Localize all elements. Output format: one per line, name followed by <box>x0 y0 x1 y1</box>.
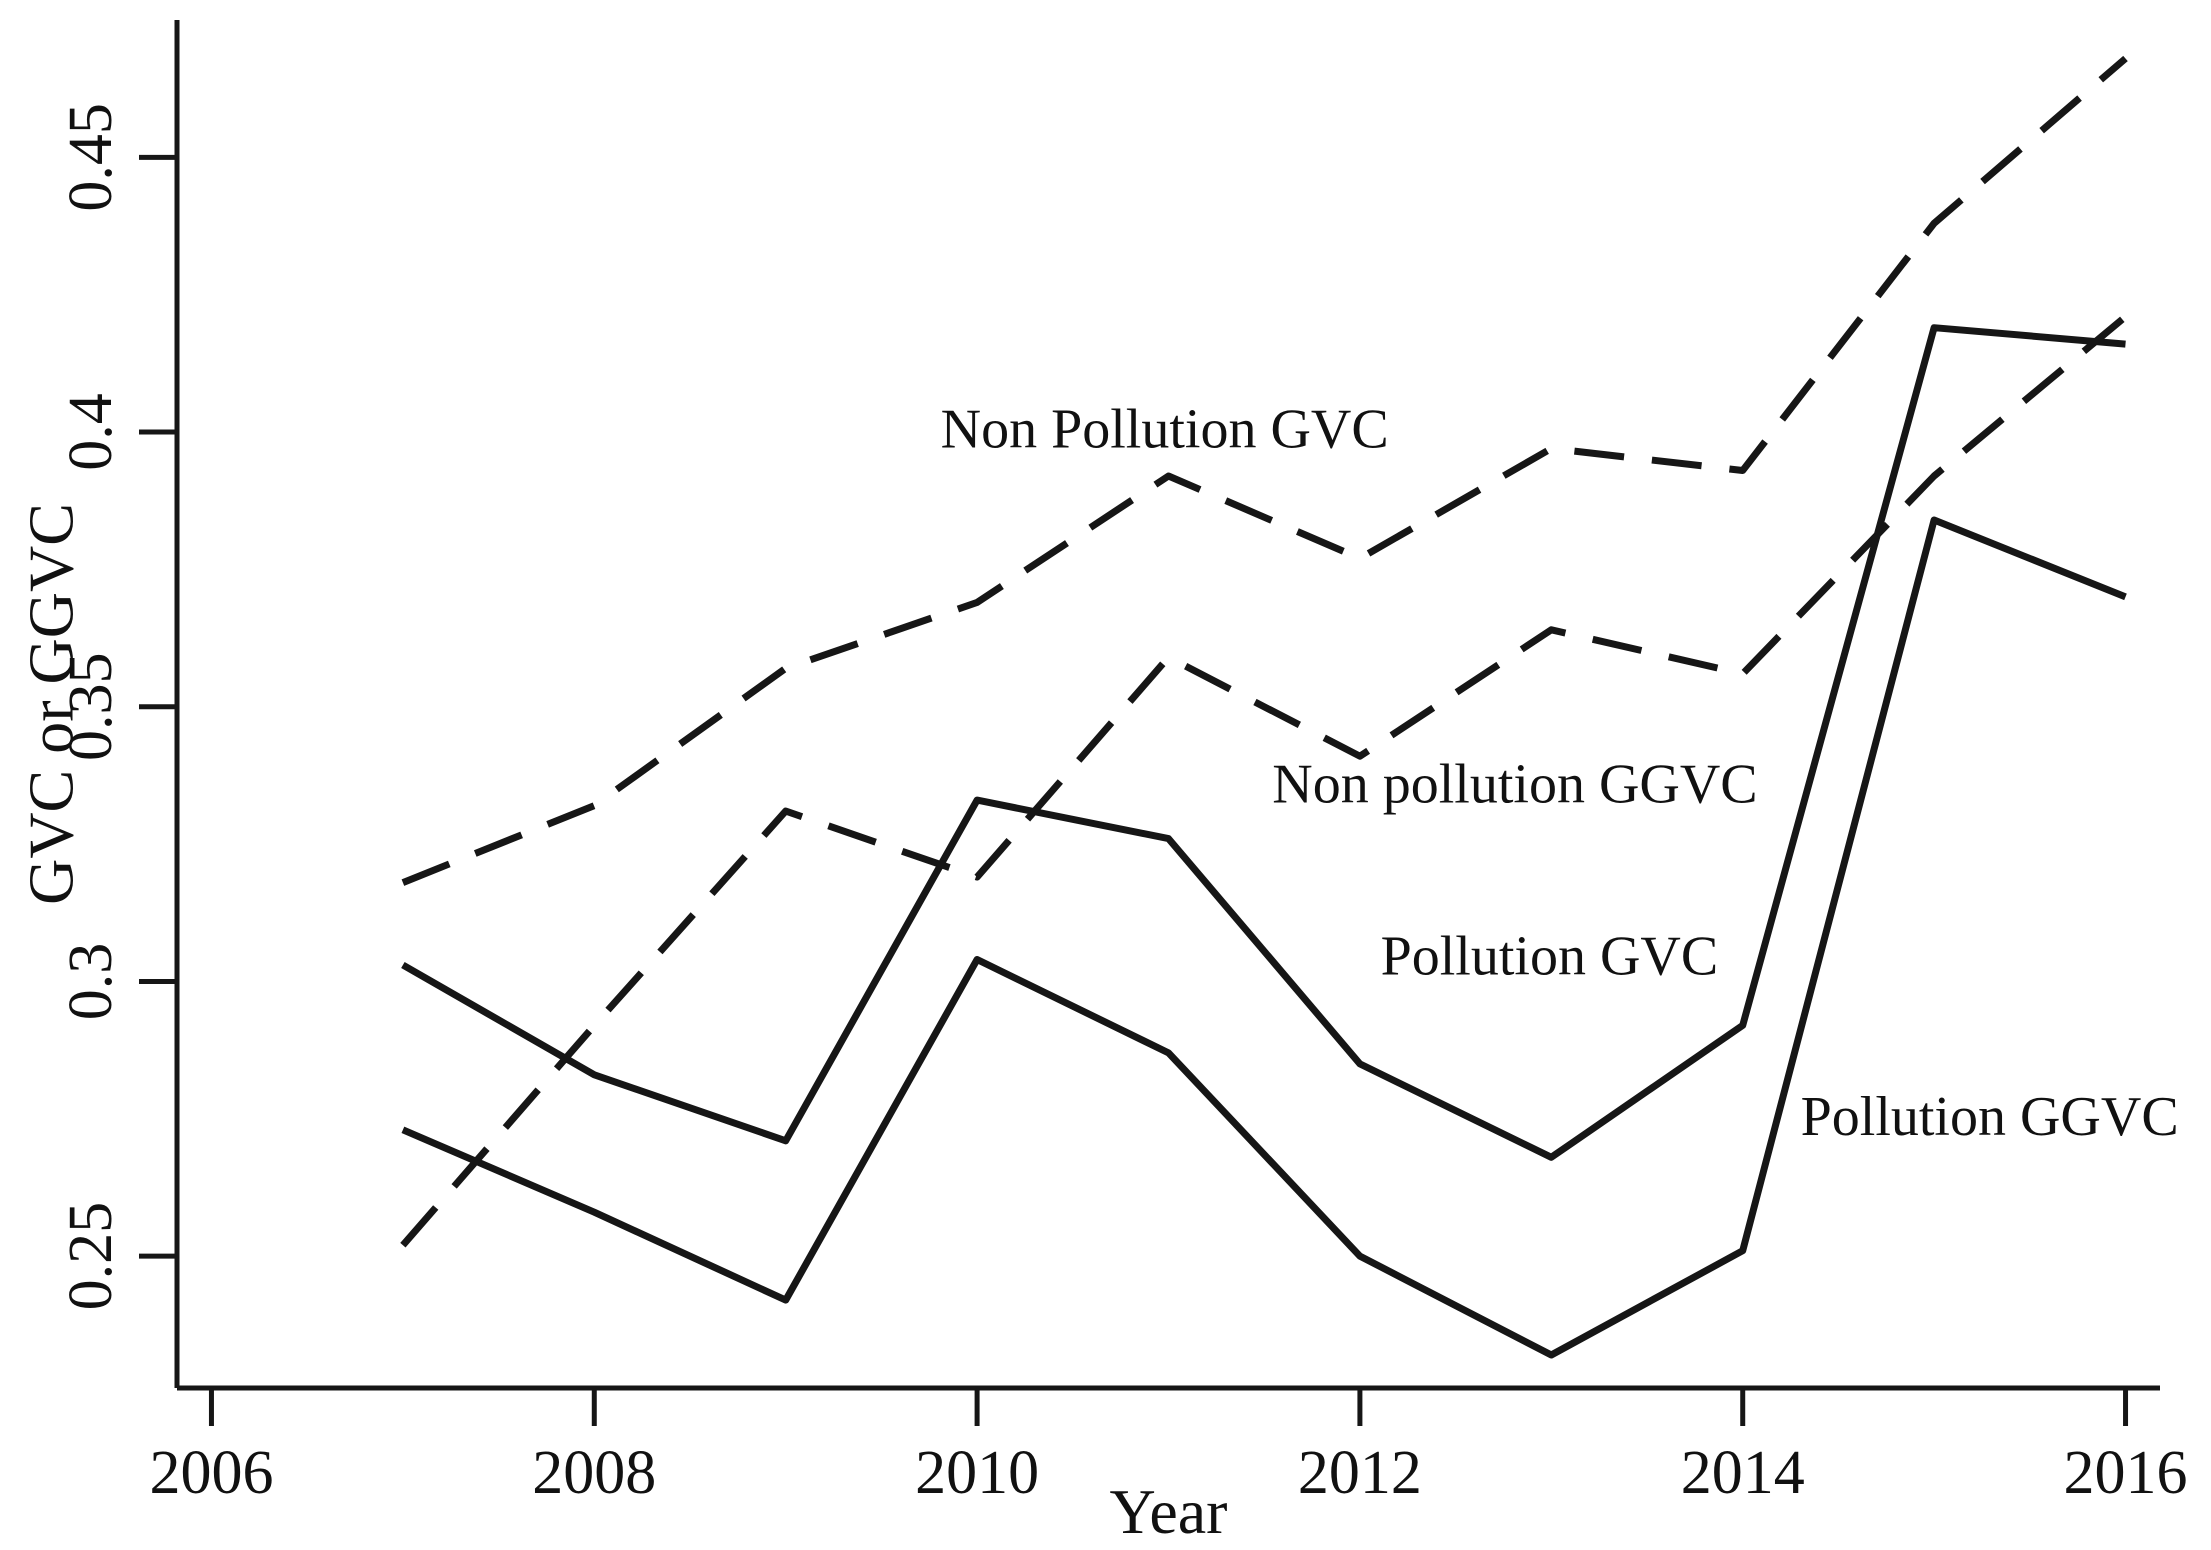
x-axis-tick-label: 2010 <box>915 1439 1039 1507</box>
x-axis-tick-label: 2012 <box>1298 1439 1422 1507</box>
x-axis-tick-label: 2016 <box>2064 1439 2188 1507</box>
y-axis-tick-label: 0.4 <box>57 393 125 471</box>
y-axis-tick-label: 0.25 <box>57 1202 125 1311</box>
x-axis-title: Year <box>1110 1476 1228 1547</box>
pollution-gvc-line <box>401 324 2126 1161</box>
series-label-pollution-gvc: Pollution GVC <box>1381 926 1719 988</box>
non-pollution-ggvc-line <box>400 314 2128 1248</box>
y-axis-tick-label: 0.45 <box>57 103 125 212</box>
series-label-non-pollution-gvc: Non Pollution GVC <box>941 399 1389 461</box>
x-axis-tick-label: 2008 <box>532 1439 656 1507</box>
x-axis-tick-label: 2014 <box>1681 1439 1805 1507</box>
series-label-non-pollution-ggvc: Non pollution GGVC <box>1272 754 1757 816</box>
x-axis-tick-label: 2006 <box>149 1439 273 1507</box>
y-axis-tick-label: 0.3 <box>57 943 125 1021</box>
pollution-ggvc-line <box>401 516 2127 1359</box>
y-axis-title: GVC or GGVC <box>16 503 87 905</box>
non-pollution-gvc-line <box>401 55 2128 886</box>
series-label-pollution-ggvc: Pollution GGVC <box>1801 1086 2179 1148</box>
y-axis-tick-label: 0.35 <box>57 652 125 761</box>
